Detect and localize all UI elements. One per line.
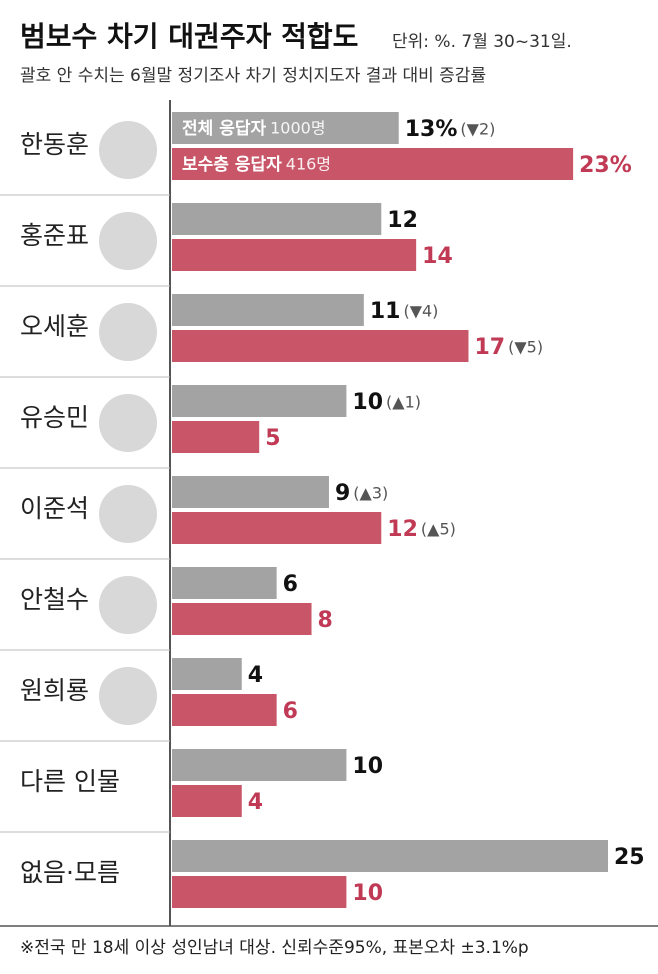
bar — [172, 567, 277, 599]
bar — [172, 112, 399, 144]
bar — [172, 148, 574, 180]
value-label: 10 — [352, 390, 383, 415]
bar — [172, 476, 329, 508]
value-label: 14 — [422, 244, 453, 269]
value-label: 10 — [352, 881, 383, 906]
category-label: 유승민 — [20, 403, 89, 432]
category-label: 이준석 — [20, 494, 89, 523]
value-label: 13% — [405, 117, 458, 142]
change-label: (▼2) — [460, 120, 495, 139]
bar — [172, 330, 469, 362]
change-label: (▲1) — [386, 393, 421, 412]
legend-sample: 416명 — [286, 155, 331, 174]
bar — [172, 840, 608, 872]
bar — [172, 603, 312, 635]
legend-label: 전체 응답자 — [182, 119, 266, 139]
bar — [172, 694, 277, 726]
category-label: 한동훈 — [20, 130, 89, 159]
bar — [172, 512, 382, 544]
bar — [172, 203, 382, 235]
bar — [172, 239, 417, 271]
bar — [172, 385, 347, 417]
change-label: (▼5) — [508, 338, 543, 357]
value-label: 9 — [335, 481, 350, 506]
category-label: 오세훈 — [20, 312, 89, 341]
value-label: 12 — [387, 517, 418, 542]
photo — [97, 210, 159, 272]
bar — [172, 785, 242, 817]
change-label: (▲5) — [421, 520, 456, 539]
change-label: (▲3) — [353, 484, 388, 503]
value-label: 23% — [579, 153, 632, 178]
category-label: 다른 인물 — [20, 767, 120, 796]
value-label: 12 — [387, 208, 418, 233]
category-label: 홍준표 — [20, 221, 89, 250]
category-label: 원희룡 — [20, 676, 89, 705]
value-label: 4 — [248, 790, 263, 815]
value-label: 4 — [248, 663, 263, 688]
bar — [172, 294, 364, 326]
photo — [97, 392, 159, 454]
legend-sample: 1000명 — [270, 119, 325, 138]
photo — [97, 665, 159, 727]
value-label: 6 — [283, 572, 298, 597]
photo — [97, 574, 159, 636]
change-label: (▼4) — [403, 302, 438, 321]
legend-label: 보수층 응답자 — [182, 155, 282, 175]
category-label: 안철수 — [20, 585, 89, 614]
bar — [172, 876, 347, 908]
value-label: 17 — [474, 335, 505, 360]
chart-title: 범보수 차기 대권주자 적합도 — [20, 20, 358, 53]
value-label: 25 — [614, 845, 645, 870]
photo — [97, 301, 159, 363]
value-label: 5 — [265, 426, 280, 451]
bar — [172, 749, 347, 781]
photo — [97, 119, 159, 181]
footnote: ※전국 만 18세 이상 성인남녀 대상. 신뢰수준95%, 표본오차 ±3.1… — [20, 938, 529, 958]
unit-note: 단위: %. 7월 30~31일. — [392, 32, 572, 52]
bar — [172, 421, 260, 453]
photo — [97, 483, 159, 545]
value-label: 8 — [318, 608, 333, 633]
value-label: 10 — [352, 754, 383, 779]
bar — [172, 658, 242, 690]
photos — [97, 119, 159, 727]
value-label: 11 — [370, 299, 401, 324]
subtitle: 괄호 안 수치는 6월말 정기조사 차기 정치지도자 결과 대비 증감률 — [20, 66, 486, 86]
value-label: 6 — [283, 699, 298, 724]
category-label: 없음·모름 — [20, 858, 120, 887]
